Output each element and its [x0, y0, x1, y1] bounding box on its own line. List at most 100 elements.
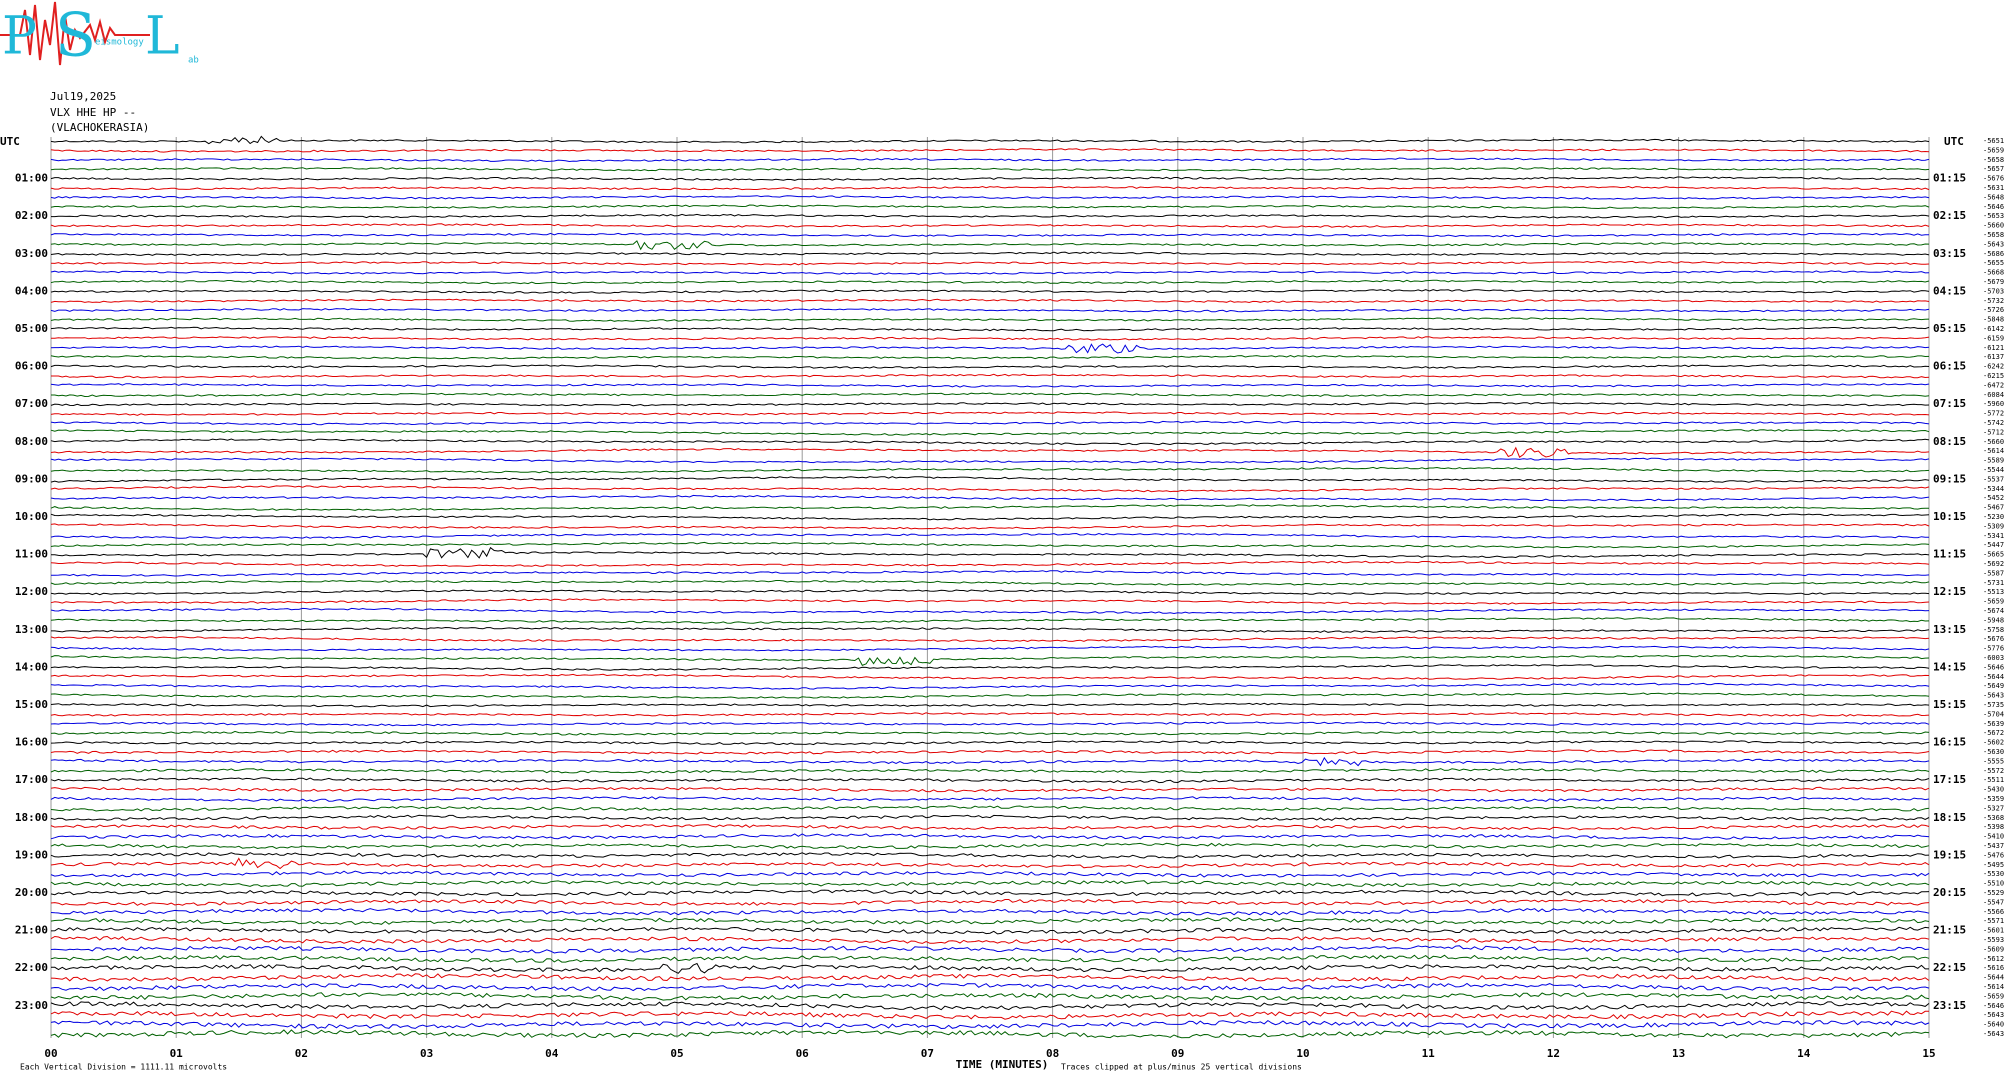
trace-offset: -6003 [1983, 654, 2004, 662]
trace-offset: -5646 [1983, 1002, 2004, 1010]
hour-label: 09:00 [15, 472, 48, 485]
trace-offset: -5679 [1983, 278, 2004, 286]
trace [50, 167, 1930, 172]
trace-offset: -5676 [1983, 635, 2004, 643]
station: (VLACHOKERASIA) [50, 121, 149, 134]
trace-offset: -5948 [1983, 616, 2004, 624]
trace-offset: -5660 [1983, 222, 2004, 230]
x-tick-label: 06 [796, 1047, 810, 1060]
trace [50, 926, 1930, 935]
trace-offset: -5643 [1983, 1011, 2004, 1019]
trace-offset: -5593 [1983, 936, 2004, 944]
hour-label: 04:15 [1933, 284, 1966, 297]
trace [50, 176, 1930, 181]
trace-offset: -5547 [1983, 898, 2004, 906]
trace [50, 336, 1930, 341]
hour-label: 03:00 [15, 247, 48, 260]
trace [50, 204, 1930, 210]
trace-offset: -5437 [1983, 842, 2004, 850]
trace [50, 945, 1930, 954]
trace [50, 429, 1930, 436]
trace-offset: -5230 [1983, 513, 2004, 521]
trace-offset: -6215 [1983, 372, 2004, 380]
hour-label: 19:00 [15, 848, 48, 861]
trace [50, 494, 1930, 502]
trace [50, 513, 1930, 521]
hour-label: 07:15 [1933, 397, 1966, 410]
trace-offset: -5495 [1983, 861, 2004, 869]
hour-label: 15:15 [1933, 698, 1966, 711]
trace [50, 740, 1930, 746]
trace [51, 626, 1930, 633]
trace [50, 546, 1930, 559]
trace [50, 636, 1930, 643]
hour-label: 22:15 [1933, 961, 1966, 974]
trace [50, 466, 1930, 474]
trace [50, 1010, 1929, 1020]
hour-label: 07:00 [15, 397, 48, 410]
trace [50, 992, 1930, 1001]
trace-offset: -5676 [1983, 175, 2004, 183]
trace [50, 617, 1930, 624]
trace-offset: -6121 [1983, 344, 2004, 352]
trace-offset: -5776 [1983, 645, 2004, 653]
logo-letter: L [145, 7, 180, 67]
hour-label: 14:15 [1933, 660, 1966, 673]
trace-offset: -5368 [1983, 814, 2004, 822]
hour-label: 09:15 [1933, 472, 1966, 485]
hour-label: 10:00 [15, 510, 48, 523]
trace-offset: -5659 [1983, 146, 2004, 154]
trace [50, 240, 1930, 251]
trace-offset: -5309 [1983, 522, 2004, 530]
trace-offset: -5660 [1983, 438, 2004, 446]
trace-offset: -5726 [1983, 306, 2004, 314]
trace-offset: -5614 [1983, 983, 2004, 991]
trace-offset: -5703 [1983, 287, 2004, 295]
trace-offset: -5643 [1983, 692, 2004, 700]
trace-offset: -5476 [1983, 851, 2004, 859]
logo-word: ab [188, 56, 199, 66]
trace-offset: -5658 [1983, 231, 2004, 239]
hour-label: 18:00 [15, 811, 48, 824]
trace-offset: -5643 [1983, 240, 2004, 248]
hour-label: 19:15 [1933, 848, 1966, 861]
hour-label: 02:00 [15, 209, 48, 222]
trace-offset: -5341 [1983, 532, 2004, 540]
trace [50, 935, 1930, 944]
trace-offset: -5530 [1983, 870, 2004, 878]
hour-label: 17:00 [15, 773, 48, 786]
trace [50, 973, 1930, 982]
trace-offset: -5732 [1983, 297, 2004, 305]
trace [50, 541, 1930, 549]
hour-label: 08:00 [15, 435, 48, 448]
trace-offset: -5529 [1983, 889, 2004, 897]
trace-offset: -5630 [1983, 748, 2004, 756]
trace [50, 420, 1930, 426]
trace [50, 485, 1930, 493]
trace [50, 185, 1930, 191]
trace [50, 889, 1930, 897]
trace-offset: -5772 [1983, 410, 2004, 418]
date: Jul19,2025 [50, 90, 116, 103]
trace-offset: -5398 [1983, 823, 2004, 831]
trace-offset: -5704 [1983, 710, 2004, 718]
hour-label: 21:15 [1933, 924, 1966, 937]
trace [50, 768, 1930, 774]
trace-offset: -6242 [1983, 363, 2004, 371]
trace-offset: -5601 [1983, 927, 2004, 935]
x-tick-label: 14 [1797, 1047, 1811, 1060]
trace [50, 135, 1930, 145]
x-tick-label: 08 [1046, 1047, 1059, 1060]
x-tick-label: 00 [44, 1047, 57, 1060]
hour-label: 20:15 [1933, 886, 1966, 899]
trace [50, 560, 1930, 567]
trace [50, 223, 1930, 228]
trace-offset: -6159 [1983, 334, 2004, 342]
trace-offset: -5758 [1983, 626, 2004, 634]
trace-offset: -5327 [1983, 804, 2004, 812]
trace-offset: -6084 [1983, 391, 2004, 399]
x-tick-label: 02 [295, 1047, 308, 1060]
trace-offset: -5639 [1983, 720, 2004, 728]
x-tick-label: 13 [1672, 1047, 1685, 1060]
trace [50, 589, 1930, 596]
